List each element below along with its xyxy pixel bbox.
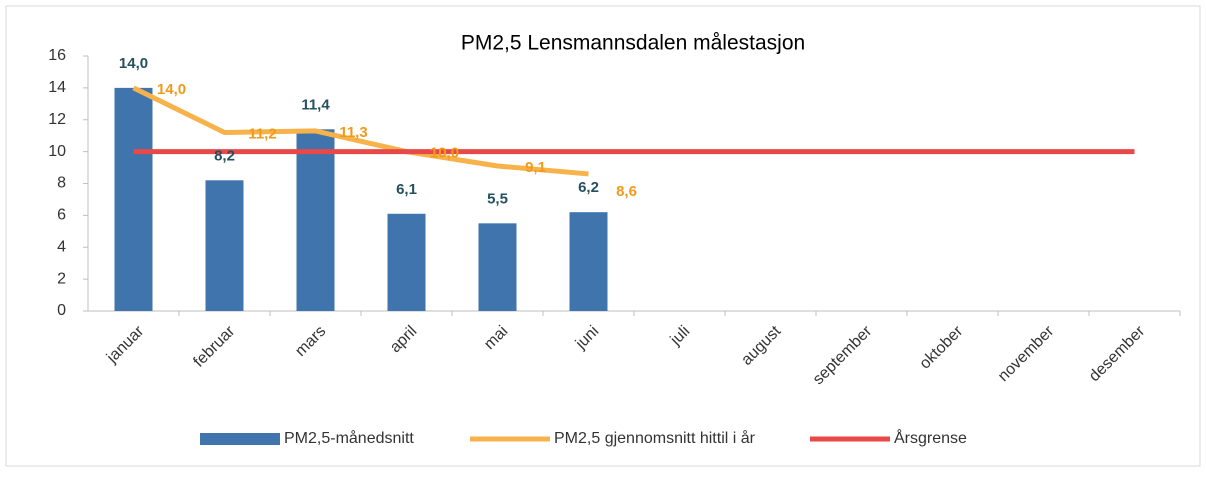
- value-label: 5,5: [487, 190, 508, 207]
- value-label: 10,0: [430, 145, 459, 162]
- bar: [478, 223, 517, 311]
- bar: [205, 180, 244, 311]
- bar: [296, 129, 335, 311]
- value-label: 14,0: [157, 81, 186, 98]
- value-label: 14,0: [119, 55, 148, 72]
- legend-swatch: [200, 433, 280, 445]
- y-tick-label: 10: [48, 143, 66, 160]
- value-label: 8,2: [214, 147, 235, 164]
- y-tick-label: 4: [57, 238, 66, 255]
- y-tick-label: 0: [57, 302, 66, 319]
- legend-label: PM2,5-månedsnitt: [284, 429, 414, 447]
- value-label: 11,2: [248, 125, 276, 142]
- y-tick-label: 16: [48, 47, 66, 64]
- y-tick-label: 12: [48, 111, 66, 128]
- y-tick-label: 6: [57, 207, 66, 224]
- legend-label: Årsgrense: [894, 428, 967, 447]
- bar: [387, 213, 426, 311]
- chart-title: PM2,5 Lensmannsdalen målestasjon: [461, 32, 805, 55]
- value-label: 6,2: [578, 179, 599, 196]
- line: [132, 85, 589, 177]
- value-label: 8,6: [616, 183, 637, 200]
- y-tick-label: 14: [48, 79, 66, 96]
- y-tick-label: 8: [57, 175, 66, 192]
- value-label: 11,4: [301, 96, 330, 113]
- value-label: 6,1: [396, 181, 417, 198]
- value-label: 9,1: [525, 159, 546, 176]
- bar: [114, 87, 153, 311]
- legend-label: PM2,5 gjennomsnitt hittil i år: [554, 429, 756, 447]
- value-label: 11,3: [339, 124, 367, 141]
- bar: [569, 212, 608, 311]
- y-tick-label: 2: [57, 270, 66, 287]
